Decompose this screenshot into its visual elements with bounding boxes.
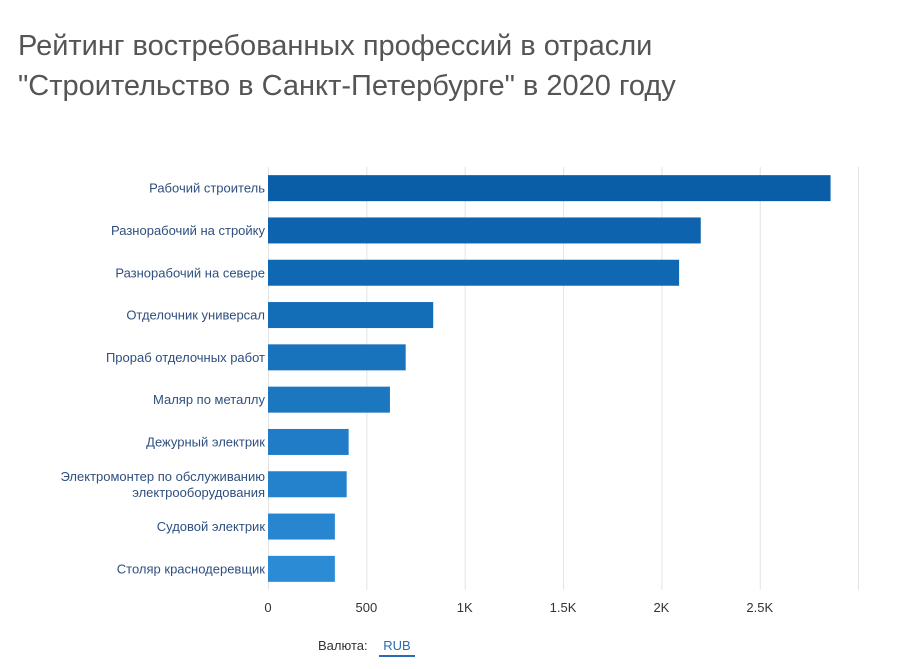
- bar-6: [268, 386, 390, 413]
- category-label-4: Отделочник универсал: [126, 308, 265, 323]
- category-label-6: Маляр по металлу: [153, 392, 265, 407]
- bar-3: [268, 259, 680, 286]
- bar-7: [268, 428, 349, 455]
- category-label-7: Дежурный электрик: [146, 434, 265, 449]
- category-label-3: Разнорабочий на севере: [115, 265, 265, 280]
- chart-title: Рейтинг востребованных профессий в отрас…: [18, 26, 878, 106]
- bar-4: [268, 302, 434, 329]
- x-tick-label-2: 1K: [457, 600, 473, 615]
- category-labels: Рабочий строитель Разнорабочий на стройку…: [61, 181, 266, 577]
- x-tick-label-0: 0: [264, 600, 271, 615]
- category-label-5: Прораб отделочных работ: [106, 350, 265, 365]
- chart-title-line-1: Рейтинг востребованных профессий в отрас…: [18, 30, 653, 62]
- x-tick-label-5: 2.5K: [746, 600, 773, 615]
- category-label-10: Столяр краснодеревщик: [117, 561, 266, 576]
- chart-title-line-2: "Строительство в Санкт-Петербурге" в 202…: [18, 70, 676, 102]
- currency-label: Валюта:: [318, 638, 368, 653]
- category-label-1: Рабочий строитель: [149, 181, 265, 196]
- category-label-9: Судовой электрик: [157, 519, 266, 534]
- bar-10: [268, 555, 335, 582]
- bar-9: [268, 513, 335, 540]
- bar-1: [268, 175, 831, 202]
- currency-value-link[interactable]: RUB: [379, 638, 415, 657]
- x-tick-label-3: 1.5K: [550, 600, 577, 615]
- x-tick-label-1: 500: [355, 600, 377, 615]
- currency-selector: Валюта: RUB: [318, 638, 415, 657]
- x-axis-tick-labels: 0 500 1K 1.5K 2K 2.5K: [264, 600, 773, 615]
- bar-8: [268, 471, 347, 498]
- x-tick-label-4: 2K: [653, 600, 669, 615]
- bar-2: [268, 217, 701, 244]
- category-label-8: Электромонтер по обслуживанию электрообор…: [61, 469, 266, 500]
- category-label-2: Разнорабочий на стройку: [111, 223, 265, 238]
- bar-5: [268, 344, 406, 371]
- bars: [268, 175, 831, 582]
